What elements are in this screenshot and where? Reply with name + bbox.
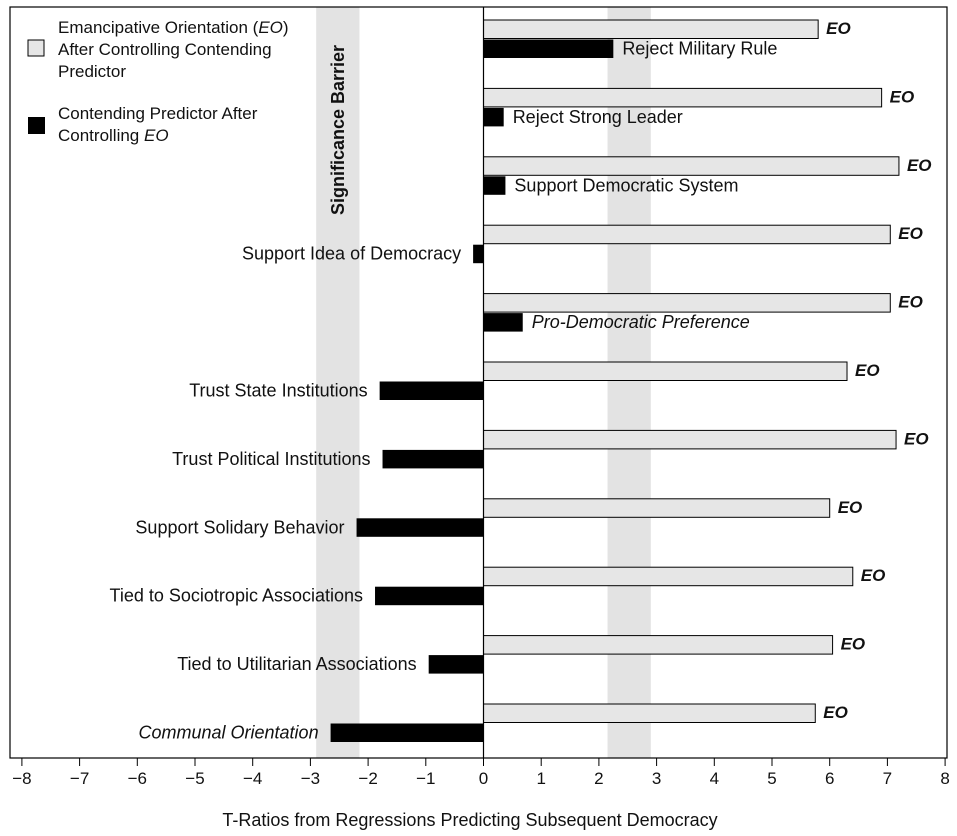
eo-bar-label: EO <box>861 566 886 585</box>
contending-bar <box>473 244 484 264</box>
eo-bar <box>483 566 854 587</box>
x-tick-label: 3 <box>652 769 661 788</box>
x-tick-label: 8 <box>940 769 949 788</box>
category-label: Trust Political Institutions <box>172 449 370 469</box>
eo-bar <box>483 703 816 723</box>
x-tick-label: 6 <box>825 769 834 788</box>
x-axis: −8 −7 −6 −5 −4 −3 −2 −1 0 1 2 3 4 5 6 7 8 <box>9 6 950 788</box>
eo-bar <box>483 429 897 450</box>
x-tick-label: 4 <box>710 769 719 788</box>
contending-bar <box>483 107 504 127</box>
category-label: Reject Military Rule <box>622 39 777 59</box>
eo-bar-label: EO <box>826 19 851 38</box>
eo-bar-label: EO <box>841 635 866 654</box>
category-labels-layer: EO Reject Military Rule EO Reject Strong Le… <box>110 19 932 743</box>
eo-bar-label: EO <box>898 224 923 243</box>
category-label: Communal Orientation <box>139 723 319 743</box>
contending-bar <box>428 655 484 674</box>
contending-bar <box>356 518 484 537</box>
category-label: Trust State Institutions <box>189 381 367 401</box>
eo-bar-label: EO <box>898 293 923 312</box>
eo-bar <box>483 156 900 176</box>
x-tick-label: −5 <box>185 769 204 788</box>
x-tick-label: 2 <box>594 769 603 788</box>
eo-bar-label: EO <box>823 703 848 722</box>
x-tick-label: −1 <box>416 769 435 788</box>
legend-contending-text: Contending Predictor After <box>58 104 258 123</box>
category-label: Support Solidary Behavior <box>135 517 344 537</box>
significance-band-1 <box>316 7 360 758</box>
eo-bar-label: EO <box>838 498 863 517</box>
x-axis-title: T-Ratios from Regressions Predicting Sub… <box>222 810 717 830</box>
eo-bar-label: EO <box>904 429 929 448</box>
legend: Emancipative Orientation (EO) After Contr… <box>27 18 289 145</box>
x-tick-label: 1 <box>536 769 545 788</box>
eo-bar <box>483 361 848 381</box>
significance-barrier-label: Significance Barrier <box>328 45 348 215</box>
x-tick-label: −2 <box>358 769 377 788</box>
category-label: Reject Strong Leader <box>513 107 683 127</box>
x-tick-label: −4 <box>243 769 262 788</box>
legend-swatch-eo <box>27 39 45 57</box>
eo-bar-label: EO <box>890 87 915 106</box>
eo-bar <box>483 224 891 245</box>
x-tick-label: −6 <box>128 769 147 788</box>
eo-bar <box>483 293 891 313</box>
eo-bar <box>483 19 819 39</box>
x-tick-label: −8 <box>12 769 31 788</box>
contending-bar <box>483 313 523 332</box>
x-tick-label: 0 <box>479 769 488 788</box>
significance-bands <box>316 7 651 758</box>
legend-eo-text: After Controlling Contending <box>58 40 272 59</box>
x-tick-label: −3 <box>301 769 320 788</box>
x-tick-label: 5 <box>767 769 776 788</box>
category-label: Support Idea of Democracy <box>242 244 461 264</box>
legend-eo-text: Predictor <box>58 62 126 81</box>
contending-bar <box>379 381 484 400</box>
eo-bar <box>483 87 883 108</box>
plot-frame <box>9 6 948 759</box>
category-label: Tied to Utilitarian Associations <box>177 654 416 674</box>
legend-contending-text: Controlling EO <box>58 126 169 145</box>
significance-band-2 <box>607 7 651 758</box>
x-tick-label: −7 <box>70 769 89 788</box>
eo-bar-label: EO <box>855 361 880 380</box>
category-label: Tied to Sociotropic Associations <box>110 586 363 606</box>
legend-swatch-contending <box>28 117 45 134</box>
contending-bar <box>375 586 484 606</box>
category-label: Pro-Democratic Preference <box>532 312 750 332</box>
contending-bar <box>382 449 484 469</box>
contending-bar <box>330 723 484 742</box>
contending-bar <box>483 176 506 195</box>
legend-eo-text: Emancipative Orientation (EO) <box>58 18 289 37</box>
eo-bar <box>483 635 834 655</box>
eo-bar-label: EO <box>907 156 932 175</box>
eo-bar <box>483 498 831 518</box>
x-tick-label: 7 <box>883 769 892 788</box>
category-label: Support Democratic System <box>514 175 738 195</box>
contending-bar <box>483 39 614 58</box>
